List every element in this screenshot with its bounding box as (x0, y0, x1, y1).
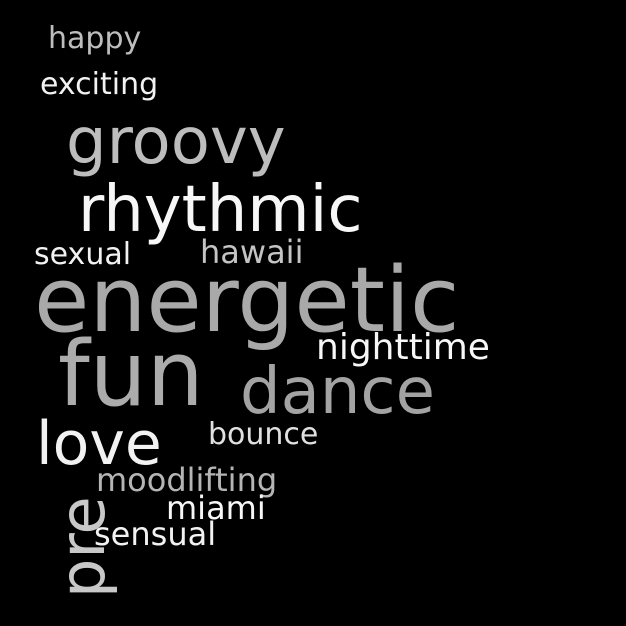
word-sensual: sensual (94, 515, 217, 553)
word-happy: happy (48, 21, 142, 56)
word-energetic: energetic (34, 248, 460, 353)
word-nighttime: nighttime (316, 327, 490, 368)
word-fun: fun (58, 322, 204, 427)
word-sexual: sexual (34, 237, 132, 272)
word-hawaii: hawaii (200, 233, 304, 271)
word-pre: pre (46, 496, 119, 598)
word-rhythmic: rhythmic (78, 173, 363, 247)
word-love: love (36, 409, 162, 479)
word-dance: dance (240, 355, 435, 429)
word-moodlifting: moodlifting (96, 461, 278, 499)
word-groovy: groovy (66, 105, 286, 179)
word-miami: miami (166, 489, 266, 527)
word-bounce: bounce (208, 417, 319, 452)
word-exciting: exciting (40, 67, 159, 102)
